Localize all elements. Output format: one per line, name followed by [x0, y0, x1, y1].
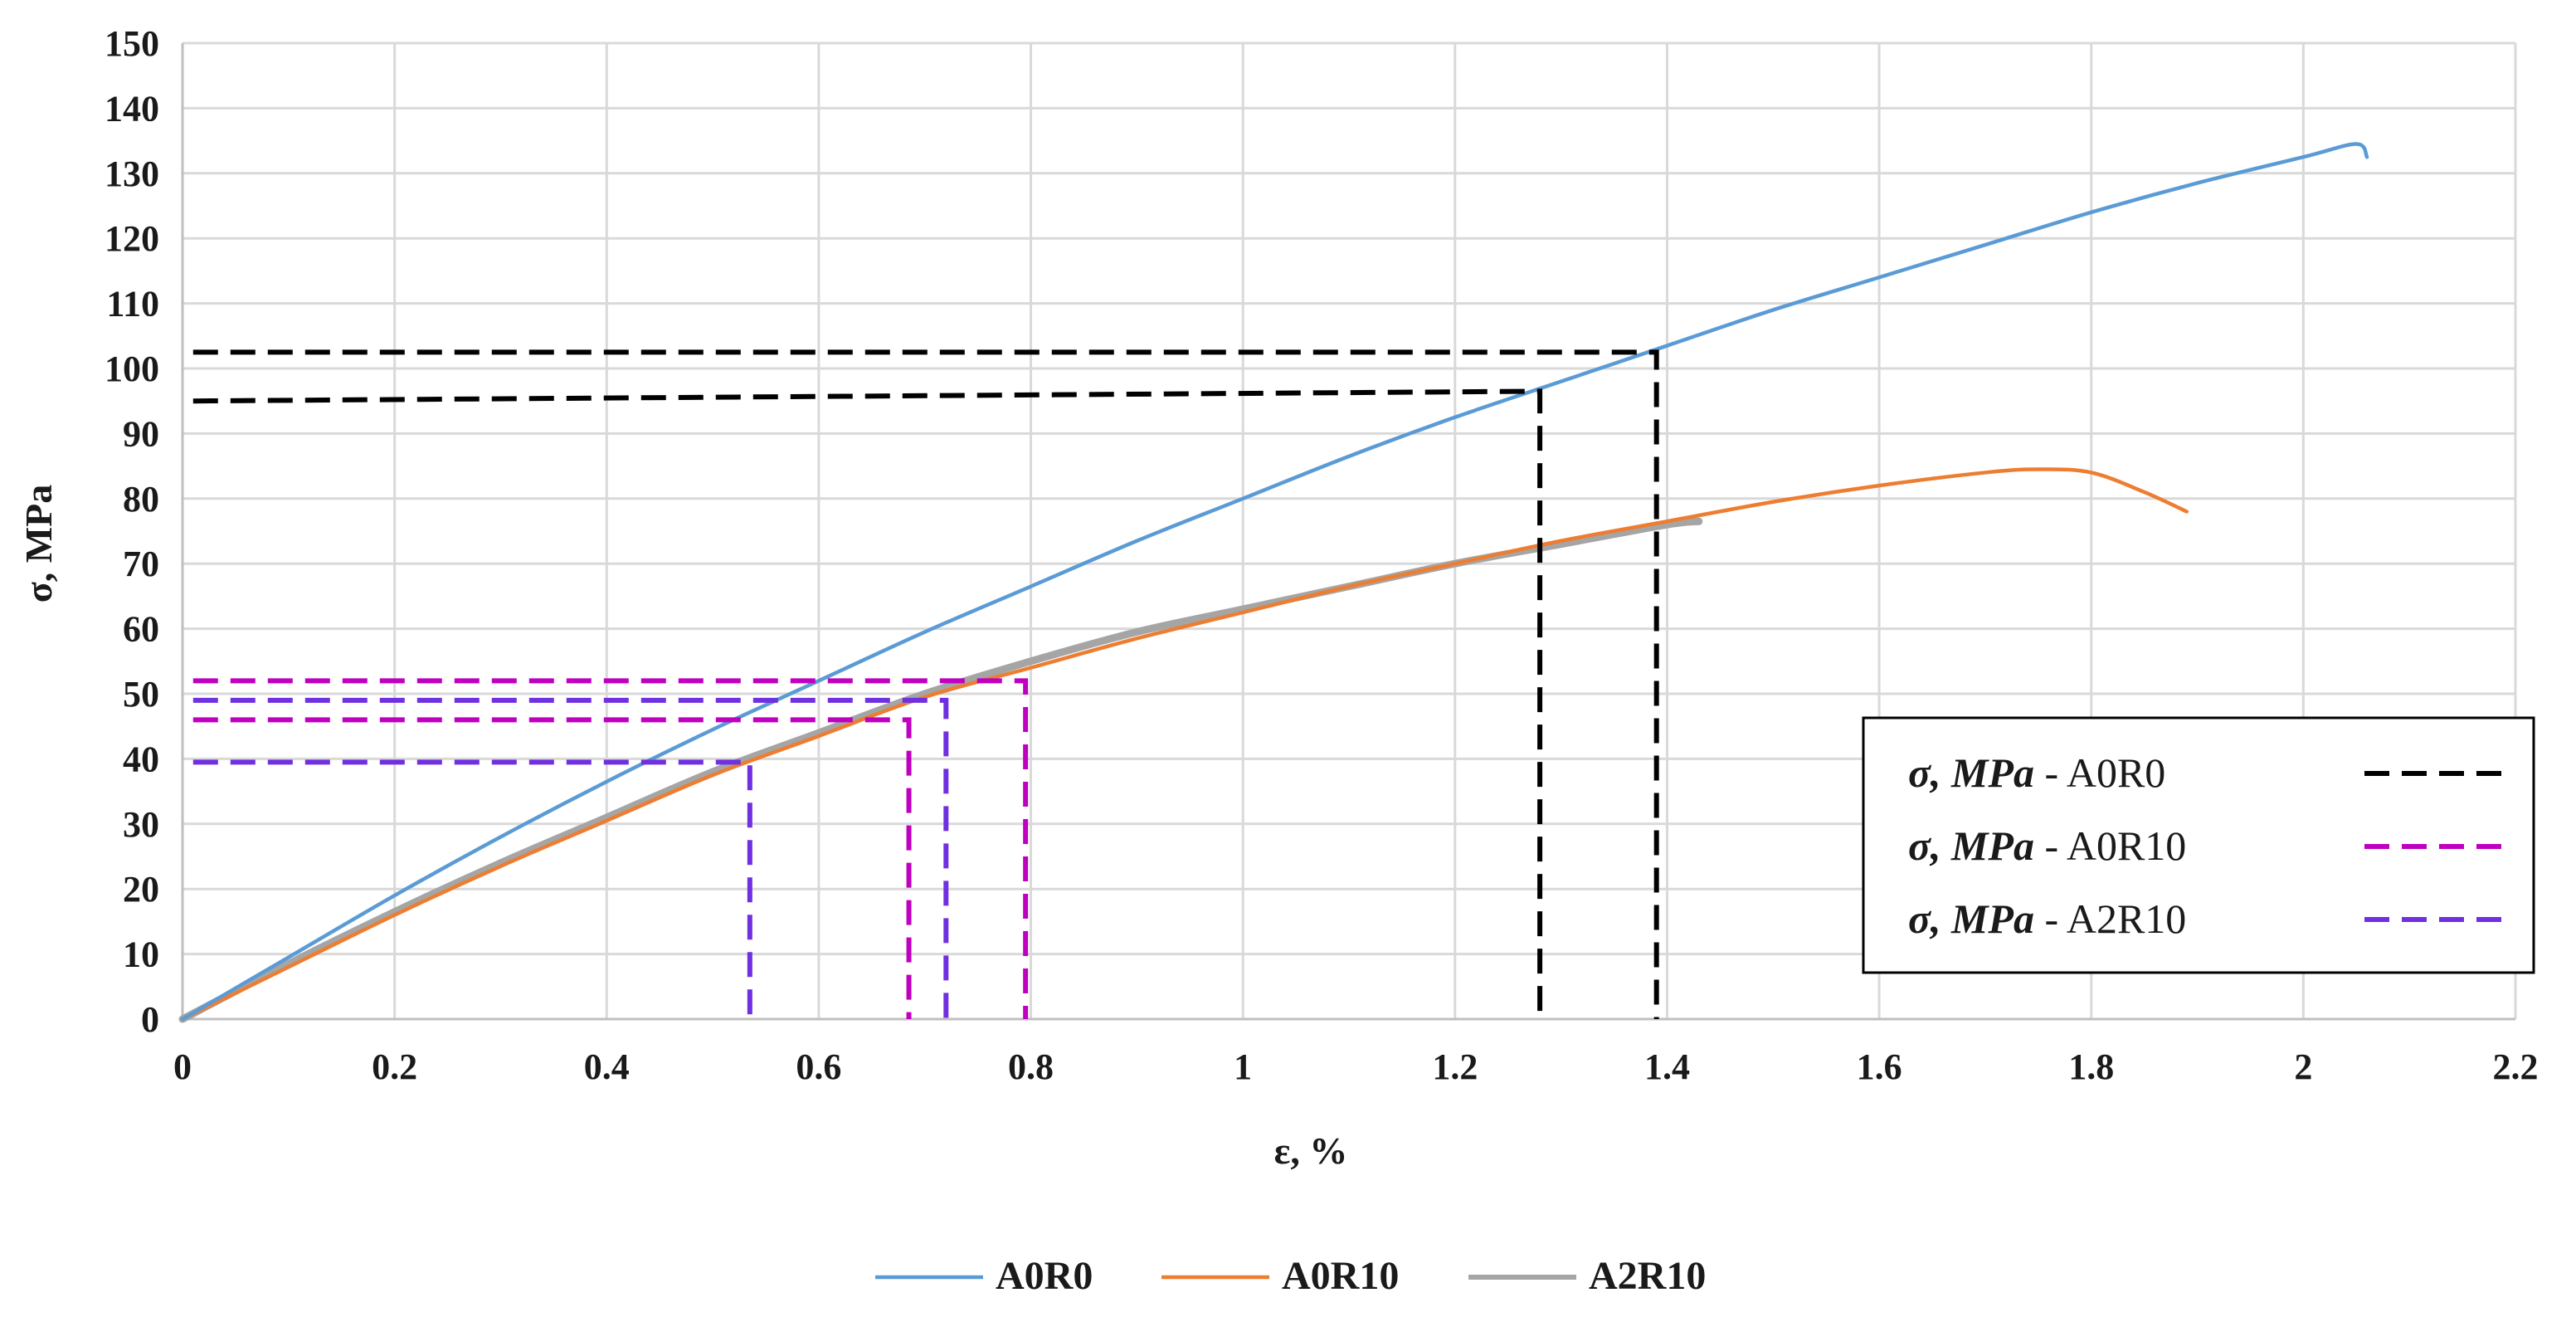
- series-line-a0r10: [180, 467, 2189, 1022]
- x-tick-label: 0: [173, 1046, 192, 1087]
- x-tick-label: 2.2: [2493, 1046, 2539, 1087]
- reference-line-a0r10-3: [192, 717, 912, 1019]
- reference-legend-label: σ, MPa - A2R10: [1908, 895, 2186, 942]
- reference-legend-suffix: - A2R10: [2034, 895, 2186, 942]
- reference-line-a2r10-5: [192, 759, 752, 1019]
- y-tick-label: 10: [123, 934, 159, 975]
- y-axis-title: σ, MPa: [17, 485, 60, 603]
- legend-label-a0r10: A0R10: [1282, 1254, 1399, 1298]
- x-tick-label: 1.4: [1644, 1046, 1690, 1087]
- series-line-a0r0: [180, 142, 2369, 1022]
- y-tick-label: 50: [123, 674, 159, 715]
- reference-line-a0r0-0: [192, 349, 1659, 1019]
- series-line-a2r10: [178, 517, 1703, 1023]
- reference-legend-symbol: σ, MPa: [1908, 749, 2034, 796]
- x-tick-label: 1.8: [2068, 1046, 2114, 1087]
- x-axis-title: ε, %: [1274, 1129, 1348, 1172]
- legend-label-a2r10: A2R10: [1589, 1254, 1706, 1298]
- reference-legend-symbol: σ, MPa: [1908, 822, 2034, 869]
- reference-line-a0r10-2: [192, 678, 1029, 1019]
- y-tick-label: 30: [123, 804, 159, 845]
- x-tick-label: 1.2: [1432, 1046, 1478, 1087]
- legend-label-a0r0: A0R0: [996, 1254, 1093, 1298]
- axes: [181, 43, 2515, 1021]
- y-tick-label: 70: [123, 544, 159, 584]
- x-tick-label: 0.6: [796, 1046, 841, 1087]
- x-tick-label: 1.6: [1857, 1046, 1902, 1087]
- reference-legend-suffix: - A0R0: [2034, 749, 2165, 796]
- x-tick-label: 0.2: [372, 1046, 417, 1087]
- reference-legend-label: σ, MPa - A0R10: [1908, 822, 2186, 869]
- series-lines: [178, 142, 2369, 1023]
- x-tick-label: 0.4: [584, 1046, 630, 1087]
- y-tick-label: 40: [123, 739, 159, 779]
- y-tick-label: 20: [123, 869, 159, 910]
- reference-legend-label: σ, MPa - A0R0: [1908, 749, 2165, 796]
- x-tick-labels: 0 0.2 0.4 0.6 0.8 1 1.2 1.4 1.6 1.8 2 2.2: [173, 1046, 2539, 1087]
- y-tick-label: 80: [123, 479, 159, 520]
- reference-legend-symbol: σ, MPa: [1908, 895, 2034, 942]
- series-legend: A0R0 A0R10 A2R10: [875, 1254, 1706, 1298]
- reference-dashed-lines: [192, 349, 1659, 1019]
- y-tick-label: 130: [105, 154, 159, 194]
- y-tick-label: 150: [105, 23, 159, 64]
- x-tick-label: 1: [1234, 1046, 1252, 1087]
- y-tick-label: 110: [106, 284, 159, 324]
- y-tick-label: 60: [123, 609, 159, 650]
- y-tick-labels: 0 10 20 30 40 50 60 70 80 90 100 110 120 130 140 150: [105, 23, 159, 1040]
- x-tick-label: 2: [2294, 1046, 2312, 1087]
- reference-line-a2r10-4: [192, 697, 949, 1019]
- y-tick-label: 140: [105, 88, 159, 129]
- y-tick-label: 100: [105, 349, 159, 389]
- reference-legend-suffix: - A0R10: [2034, 822, 2186, 869]
- x-tick-label: 0.8: [1008, 1046, 1054, 1087]
- reference-line-a0r0-1: [192, 388, 1543, 1019]
- y-tick-label: 120: [105, 218, 159, 259]
- y-tick-label: 0: [141, 999, 159, 1040]
- y-tick-label: 90: [123, 413, 159, 454]
